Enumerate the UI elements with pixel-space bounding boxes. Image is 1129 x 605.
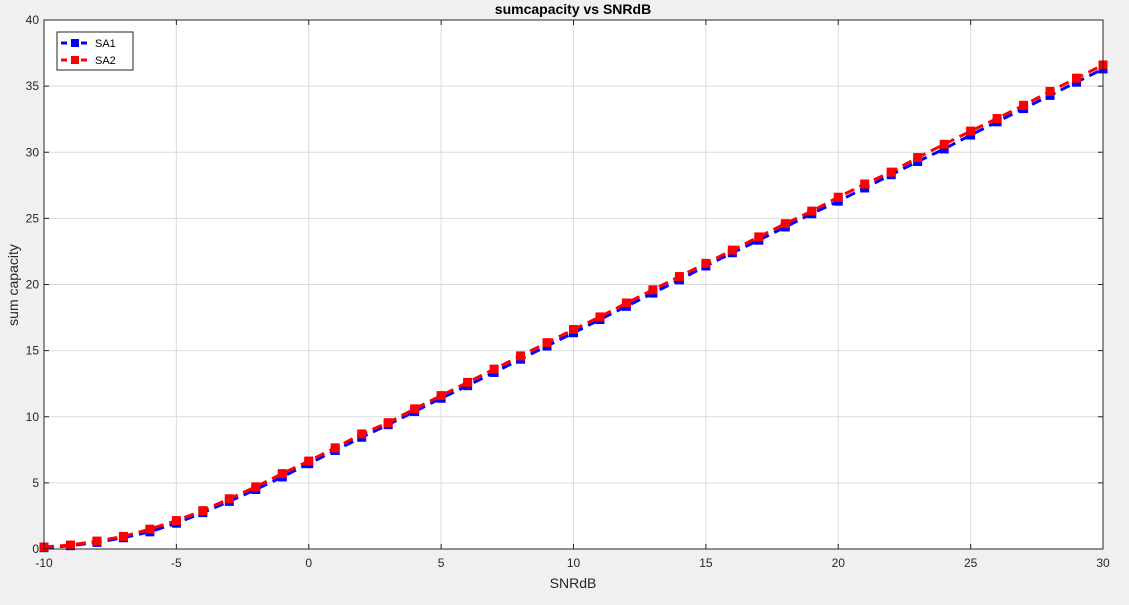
y-tick-labels: 0 5 10 15 20 25 30 35 40	[26, 13, 40, 556]
chart-title: sumcapacity vs SNRdB	[495, 1, 651, 17]
data-point	[1019, 100, 1029, 110]
x-tick-label: 10	[567, 556, 581, 570]
data-point	[410, 404, 420, 414]
y-tick-label: 25	[26, 211, 40, 225]
data-point	[780, 219, 790, 229]
x-tick-label: -10	[35, 556, 53, 570]
series-sa2	[39, 60, 1108, 552]
series-layer	[39, 60, 1108, 553]
data-point	[939, 139, 949, 149]
data-point	[1072, 73, 1082, 83]
data-point	[198, 506, 208, 516]
data-point	[145, 524, 155, 534]
y-tick-label: 40	[26, 13, 40, 27]
data-point	[92, 536, 102, 546]
data-point	[966, 126, 976, 136]
data-point	[860, 179, 870, 189]
y-tick-label: 30	[26, 145, 40, 159]
x-axis-label: SNRdB	[550, 575, 597, 591]
data-point	[674, 272, 684, 282]
x-tick-label: 15	[699, 556, 713, 570]
x-tick-labels: -10 -5 0 5 10 15 20 25 30	[35, 556, 1110, 570]
data-point	[65, 540, 75, 550]
data-point	[436, 391, 446, 401]
y-tick-label: 35	[26, 79, 40, 93]
y-tick-label: 15	[26, 344, 40, 358]
data-point	[251, 482, 261, 492]
legend-entry-sa1[interactable]: SA1	[61, 38, 116, 50]
data-point	[330, 443, 340, 453]
y-tick-label: 0	[32, 542, 39, 556]
data-point	[1045, 86, 1055, 96]
data-point	[886, 167, 896, 177]
data-point	[542, 338, 552, 348]
x-tick-label: 20	[832, 556, 846, 570]
legend-marker-swatch	[71, 56, 79, 64]
legend-marker-swatch	[71, 39, 79, 47]
data-point	[357, 429, 367, 439]
data-point	[383, 418, 393, 428]
x-tick-label: 25	[964, 556, 978, 570]
data-point	[489, 364, 499, 374]
y-tick-label: 10	[26, 410, 40, 424]
data-point	[621, 298, 631, 308]
y-tick-label: 20	[26, 278, 40, 292]
data-point	[754, 232, 764, 242]
data-point	[463, 377, 473, 387]
data-point	[224, 494, 234, 504]
data-point	[595, 312, 605, 322]
data-point	[277, 469, 287, 479]
x-tick-label: 0	[305, 556, 312, 570]
x-tick-label: 5	[438, 556, 445, 570]
data-point	[727, 245, 737, 255]
data-point	[569, 324, 578, 334]
y-tick-label: 5	[32, 476, 39, 490]
x-tick-label: -5	[171, 556, 182, 570]
data-point	[304, 456, 314, 466]
legend-entry-sa2[interactable]: SA2	[61, 55, 116, 67]
data-point	[118, 531, 128, 541]
legend-box	[56, 31, 134, 71]
data-point	[171, 516, 181, 526]
series-sa1-line	[43, 67, 1104, 550]
legend-label: SA2	[95, 55, 116, 67]
legend-label: SA1	[95, 38, 116, 50]
data-point	[913, 153, 923, 163]
y-axis-label: sum capacity	[5, 244, 21, 326]
x-tick-label: 30	[1096, 556, 1110, 570]
tick-marks	[43, 19, 1104, 550]
data-point	[701, 258, 711, 268]
data-point	[648, 285, 658, 295]
data-point	[807, 206, 817, 216]
data-point	[833, 192, 843, 202]
data-point	[516, 351, 526, 361]
data-point	[992, 114, 1002, 124]
